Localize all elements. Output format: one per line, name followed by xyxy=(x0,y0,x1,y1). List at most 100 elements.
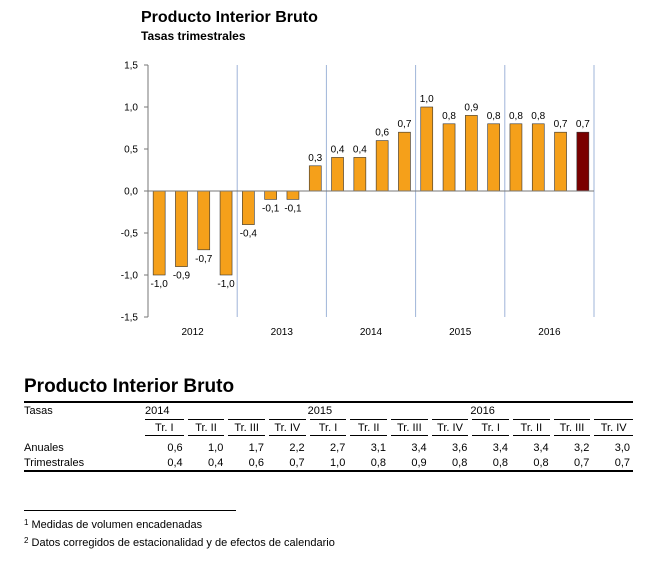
year-header-row: Tasas 2014 2015 2016 xyxy=(24,401,634,420)
data-label: -1,0 xyxy=(217,279,235,290)
table-row-trimestrales: Trimestrales 0,4 0,4 0,6 0,7 1,0 0,8 0,9… xyxy=(24,455,634,472)
empty-cell xyxy=(24,420,145,436)
table-cell: 3,1 xyxy=(370,441,386,454)
bar xyxy=(219,190,233,276)
axis-layer: 1,5 1,0 0,5 0,0 -0,5 -1,0 -1,5 2012 2013 2014 2015… xyxy=(121,61,594,338)
bar xyxy=(509,123,523,192)
table-cell: 3,4 xyxy=(492,441,508,454)
y-tick-label: 1,5 xyxy=(124,61,138,72)
quarter-header: Tr. I xyxy=(305,419,349,436)
bar xyxy=(531,123,545,192)
y-tick-label: 0,0 xyxy=(124,187,138,198)
footnote-text: Datos corregidos de estacionalidad y de … xyxy=(31,537,335,549)
y-tick-label: -0,5 xyxy=(121,229,139,240)
x-group-label: 2012 xyxy=(181,327,204,338)
table-cell: 2,2 xyxy=(289,441,305,454)
bar xyxy=(264,190,277,200)
data-label: -0,1 xyxy=(284,203,302,214)
year-header: 2014 xyxy=(145,401,308,420)
data-label: 0,7 xyxy=(554,119,568,130)
bar xyxy=(353,157,367,192)
y-tick-label: -1,0 xyxy=(121,271,139,282)
table-cell: 0,7 xyxy=(266,455,308,472)
table-cell: 0,8 xyxy=(348,455,389,472)
bar xyxy=(487,123,500,192)
table-cell: 3,4 xyxy=(533,441,549,454)
footnote-2: 2 Datos corregidos de estacionalidad y d… xyxy=(24,536,335,549)
labels-layer: -1,0 -0,9 -0,7 -1,0 -0,4 -0,1 -0,1 0,3 0,4 0,4 0,6… xyxy=(151,94,591,290)
bar xyxy=(398,131,411,192)
footnote-mark: 2 xyxy=(24,536,29,545)
data-label: 0,8 xyxy=(487,111,501,122)
quarter-header: Tr. III xyxy=(387,419,430,436)
bar xyxy=(152,190,166,276)
table-cell: 0,9 xyxy=(388,455,430,472)
table-corner-label: Tasas xyxy=(24,401,145,420)
bar xyxy=(420,106,434,192)
data-label: 0,4 xyxy=(353,144,367,155)
table-cell: 0,8 xyxy=(511,455,552,472)
data-label: -0,1 xyxy=(262,203,280,214)
table-cell: 1,0 xyxy=(307,455,349,472)
data-label: 0,6 xyxy=(375,128,389,139)
table-title: Producto Interior Bruto xyxy=(24,376,235,397)
bar xyxy=(175,190,188,267)
table-cell: 0,8 xyxy=(429,455,471,472)
quarter-header: Tr. I xyxy=(145,419,186,436)
bar xyxy=(197,190,211,251)
row-label: Trimestrales xyxy=(24,455,145,472)
table-cell: 0,8 xyxy=(470,455,511,472)
quarter-header: Tr. IV xyxy=(590,419,634,436)
y-tick-label: 1,0 xyxy=(124,103,138,114)
quarter-header: Tr. II xyxy=(346,419,389,436)
bar xyxy=(442,123,456,192)
data-label: -0,7 xyxy=(195,254,213,265)
y-tick-label: -1,5 xyxy=(121,313,139,324)
data-label: -0,4 xyxy=(240,229,258,240)
data-label: -1,0 xyxy=(151,279,169,290)
bar xyxy=(286,190,300,200)
bar xyxy=(576,131,590,192)
footnote-text: Medidas de volumen encadenadas xyxy=(31,519,203,531)
y-tick-label: 0,5 xyxy=(124,145,138,156)
quarter-header: Tr. III xyxy=(549,419,593,436)
bar-chart: 1,5 1,0 0,5 0,0 -0,5 -1,0 -1,5 2012 2013 2014 2015… xyxy=(121,61,595,338)
table-cell: 0,7 xyxy=(592,455,634,472)
year-header: 2015 xyxy=(307,401,471,420)
quarter-header: Tr. III xyxy=(224,419,267,436)
x-group-label: 2013 xyxy=(271,327,294,338)
table-cell: 3,4 xyxy=(411,441,427,454)
quarter-header: Tr. IV xyxy=(264,419,308,436)
table-cell: 3,2 xyxy=(574,441,590,454)
table-cell: 0,4 xyxy=(145,455,186,472)
x-group-label: 2015 xyxy=(449,327,472,338)
data-label: 1,0 xyxy=(420,94,434,105)
x-group-label: 2016 xyxy=(538,327,561,338)
chart-title: Producto Interior Bruto xyxy=(141,9,318,26)
data-label: 0,9 xyxy=(464,102,478,113)
row-label: Anuales xyxy=(24,441,64,454)
data-label: 0,7 xyxy=(397,119,411,130)
data-label: -0,9 xyxy=(173,271,191,282)
data-label: 0,3 xyxy=(308,153,322,164)
data-label: 0,7 xyxy=(576,119,590,130)
table-cell: 0,6 xyxy=(226,455,267,472)
table-cell: 0,4 xyxy=(185,455,227,472)
table-cell: 1,0 xyxy=(208,441,224,454)
footnote-rule xyxy=(24,510,236,511)
bar xyxy=(554,131,567,192)
bar xyxy=(331,157,344,192)
chart-subtitle: Tasas trimestrales xyxy=(141,29,246,43)
data-table: Tasas 2014 2015 2016 Tr. I Tr. II Tr. II… xyxy=(24,401,634,472)
quarter-header: Tr. II xyxy=(183,419,227,436)
x-group-label: 2014 xyxy=(360,327,383,338)
table-cell: 1,7 xyxy=(248,441,264,454)
bar xyxy=(375,140,389,192)
bar xyxy=(242,190,255,225)
bar xyxy=(465,115,478,192)
footnote-1: 1 Medidas de volumen encadenadas xyxy=(24,518,203,531)
data-label: 0,8 xyxy=(442,111,456,122)
footnote-mark: 1 xyxy=(24,518,29,527)
data-label: 0,8 xyxy=(531,111,545,122)
quarter-header-row: Tr. I Tr. II Tr. III Tr. IV Tr. I Tr. II… xyxy=(24,419,634,436)
